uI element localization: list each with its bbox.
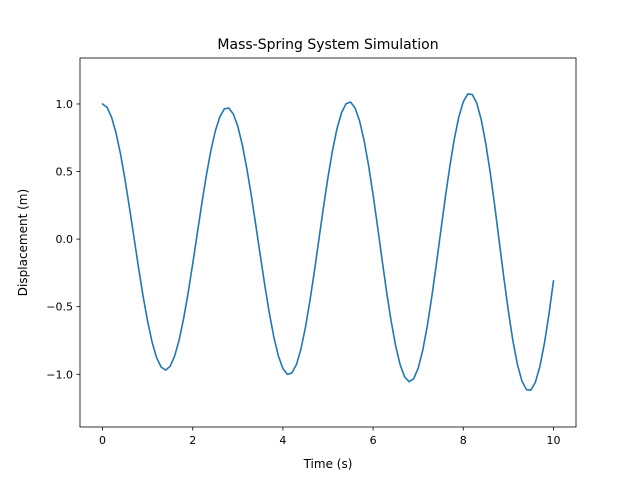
x-axis-label: Time (s) [303, 457, 353, 471]
axes-frame [79, 57, 577, 428]
y-tick-label: −1.0 [46, 368, 73, 381]
y-tick-label: 1.0 [56, 98, 74, 111]
y-tick-label: 0.5 [56, 166, 74, 179]
plot-area [101, 93, 555, 391]
x-tick-label: 10 [546, 434, 560, 447]
y-axis-label: Displacement (m) [16, 189, 30, 296]
series-line [101, 93, 555, 391]
chart-title: Mass-Spring System Simulation [217, 37, 438, 53]
x-tick-label: 6 [370, 434, 377, 447]
x-tick-label: 8 [460, 434, 467, 447]
x-tick-label: 2 [189, 434, 196, 447]
y-tick-label: −0.5 [46, 301, 73, 314]
y-tick-label: 0.0 [56, 233, 74, 246]
ticks: 0 2 4 6 8 10 −1.0 −0.5 0.0 0.5 1.0 [46, 98, 560, 447]
x-tick-label: 4 [279, 434, 286, 447]
x-tick-label: 0 [99, 434, 106, 447]
